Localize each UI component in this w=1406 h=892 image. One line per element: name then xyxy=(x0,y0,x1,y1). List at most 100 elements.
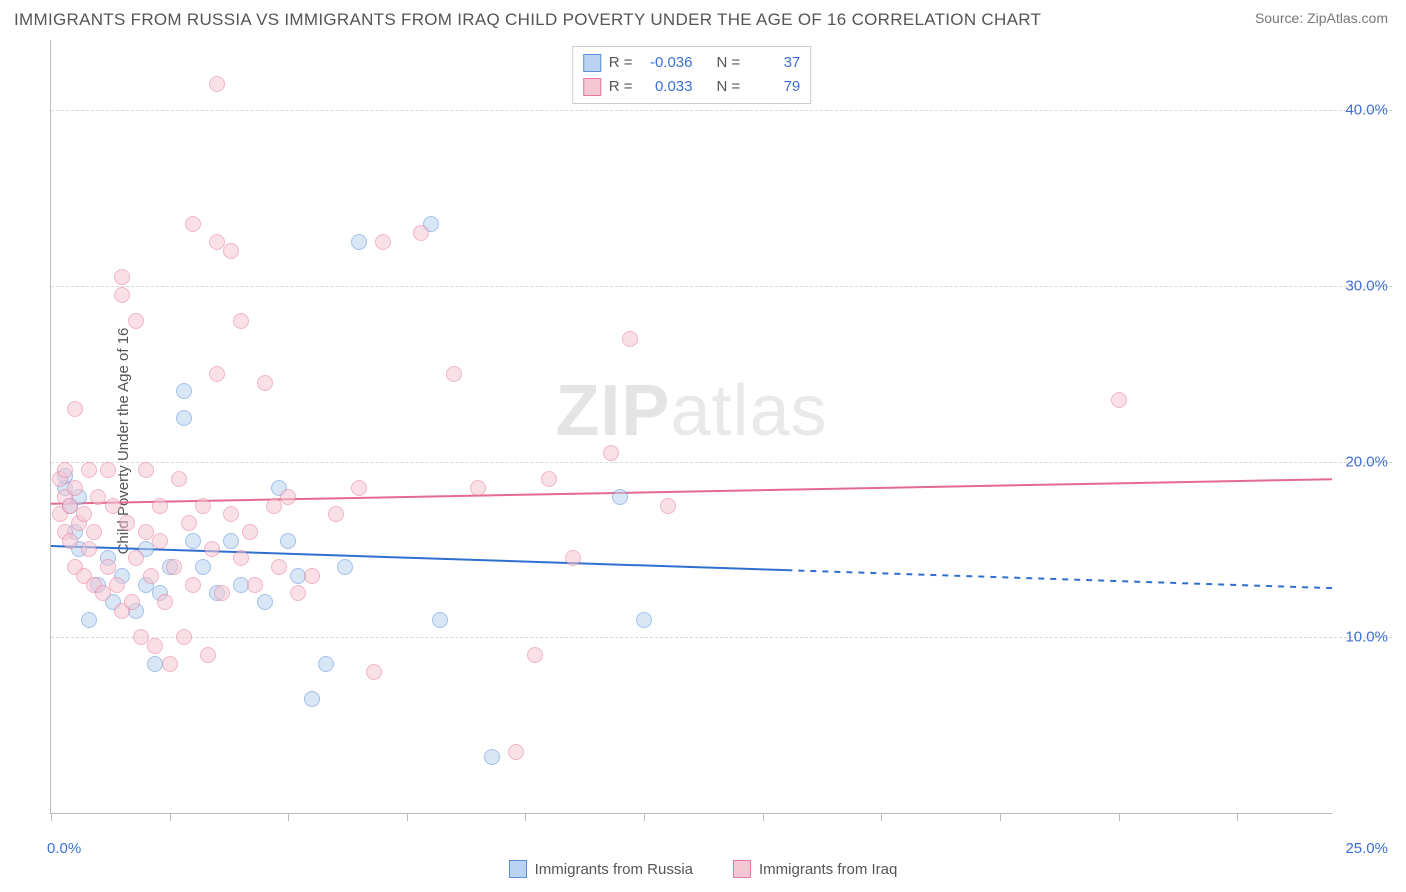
y-tick-label: 10.0% xyxy=(1345,629,1388,646)
series-legend: Immigrants from Russia Immigrants from I… xyxy=(0,860,1406,878)
x-tick-label: 25.0% xyxy=(1345,840,1388,857)
y-tick-label: 40.0% xyxy=(1345,102,1388,119)
legend-item-russia: Immigrants from Russia xyxy=(509,860,693,878)
trendline-extrapolated-russia xyxy=(786,570,1332,588)
data-point-iraq xyxy=(171,471,187,487)
data-point-iraq xyxy=(541,471,557,487)
data-point-iraq xyxy=(413,225,429,241)
data-point-iraq xyxy=(1111,392,1127,408)
data-point-iraq xyxy=(67,401,83,417)
data-point-iraq xyxy=(105,498,121,514)
data-point-russia xyxy=(176,383,192,399)
data-point-iraq xyxy=(152,533,168,549)
data-point-iraq xyxy=(233,313,249,329)
x-tick xyxy=(170,813,171,821)
data-point-iraq xyxy=(128,313,144,329)
data-point-iraq xyxy=(114,269,130,285)
legend-label-russia: Immigrants from Russia xyxy=(535,861,693,878)
data-point-iraq xyxy=(603,445,619,461)
data-point-iraq xyxy=(351,480,367,496)
data-point-iraq xyxy=(67,480,83,496)
data-point-iraq xyxy=(147,638,163,654)
data-point-iraq xyxy=(280,489,296,505)
data-point-iraq xyxy=(290,585,306,601)
data-point-iraq xyxy=(304,568,320,584)
data-point-russia xyxy=(280,533,296,549)
data-point-iraq xyxy=(76,506,92,522)
x-tick xyxy=(881,813,882,821)
x-tick xyxy=(525,813,526,821)
data-point-iraq xyxy=(81,462,97,478)
data-point-russia xyxy=(195,559,211,575)
data-point-iraq xyxy=(565,550,581,566)
data-point-iraq xyxy=(162,656,178,672)
data-point-iraq xyxy=(209,366,225,382)
data-point-iraq xyxy=(124,594,140,610)
data-point-russia xyxy=(612,489,628,505)
gridline xyxy=(51,110,1392,111)
x-tick xyxy=(1000,813,1001,821)
data-point-iraq xyxy=(622,331,638,347)
x-tick xyxy=(1119,813,1120,821)
data-point-iraq xyxy=(81,541,97,557)
data-point-iraq xyxy=(57,462,73,478)
data-point-iraq xyxy=(366,664,382,680)
gridline xyxy=(51,286,1392,287)
data-point-russia xyxy=(257,594,273,610)
trend-lines xyxy=(51,40,1332,813)
data-point-iraq xyxy=(660,498,676,514)
gridline xyxy=(51,637,1392,638)
data-point-iraq xyxy=(62,533,78,549)
data-point-iraq xyxy=(86,524,102,540)
data-point-iraq xyxy=(195,498,211,514)
data-point-russia xyxy=(337,559,353,575)
source-label: Source: ZipAtlas.com xyxy=(1255,10,1388,26)
data-point-iraq xyxy=(242,524,258,540)
data-point-iraq xyxy=(138,462,154,478)
data-point-russia xyxy=(636,612,652,628)
x-tick xyxy=(407,813,408,821)
data-point-iraq xyxy=(508,744,524,760)
data-point-iraq xyxy=(100,462,116,478)
data-point-iraq xyxy=(266,498,282,514)
data-point-iraq xyxy=(181,515,197,531)
data-point-russia xyxy=(318,656,334,672)
data-point-iraq xyxy=(209,76,225,92)
x-tick xyxy=(1237,813,1238,821)
data-point-iraq xyxy=(328,506,344,522)
data-point-iraq xyxy=(257,375,273,391)
data-point-russia xyxy=(304,691,320,707)
data-point-iraq xyxy=(470,480,486,496)
data-point-russia xyxy=(351,234,367,250)
data-point-iraq xyxy=(166,559,182,575)
data-point-iraq xyxy=(271,559,287,575)
legend-item-iraq: Immigrants from Iraq xyxy=(733,860,897,878)
data-point-iraq xyxy=(114,287,130,303)
data-point-russia xyxy=(176,410,192,426)
trendline-iraq xyxy=(51,479,1332,504)
x-tick xyxy=(644,813,645,821)
x-tick xyxy=(763,813,764,821)
data-point-iraq xyxy=(95,585,111,601)
data-point-russia xyxy=(81,612,97,628)
y-tick-label: 20.0% xyxy=(1345,453,1388,470)
data-point-iraq xyxy=(204,541,220,557)
data-point-iraq xyxy=(128,550,144,566)
data-point-iraq xyxy=(152,498,168,514)
data-point-iraq xyxy=(143,568,159,584)
y-tick-label: 30.0% xyxy=(1345,277,1388,294)
plot-area: ZIPatlas R = -0.036 N = 37 R = 0.033 N =… xyxy=(50,40,1332,814)
data-point-iraq xyxy=(446,366,462,382)
data-point-iraq xyxy=(200,647,216,663)
data-point-iraq xyxy=(527,647,543,663)
data-point-russia xyxy=(185,533,201,549)
x-tick-label: 0.0% xyxy=(47,840,81,857)
swatch-russia xyxy=(509,860,527,878)
data-point-iraq xyxy=(375,234,391,250)
data-point-iraq xyxy=(109,577,125,593)
data-point-russia xyxy=(223,533,239,549)
legend-label-iraq: Immigrants from Iraq xyxy=(759,861,897,878)
swatch-iraq xyxy=(733,860,751,878)
data-point-iraq xyxy=(185,216,201,232)
data-point-iraq xyxy=(185,577,201,593)
